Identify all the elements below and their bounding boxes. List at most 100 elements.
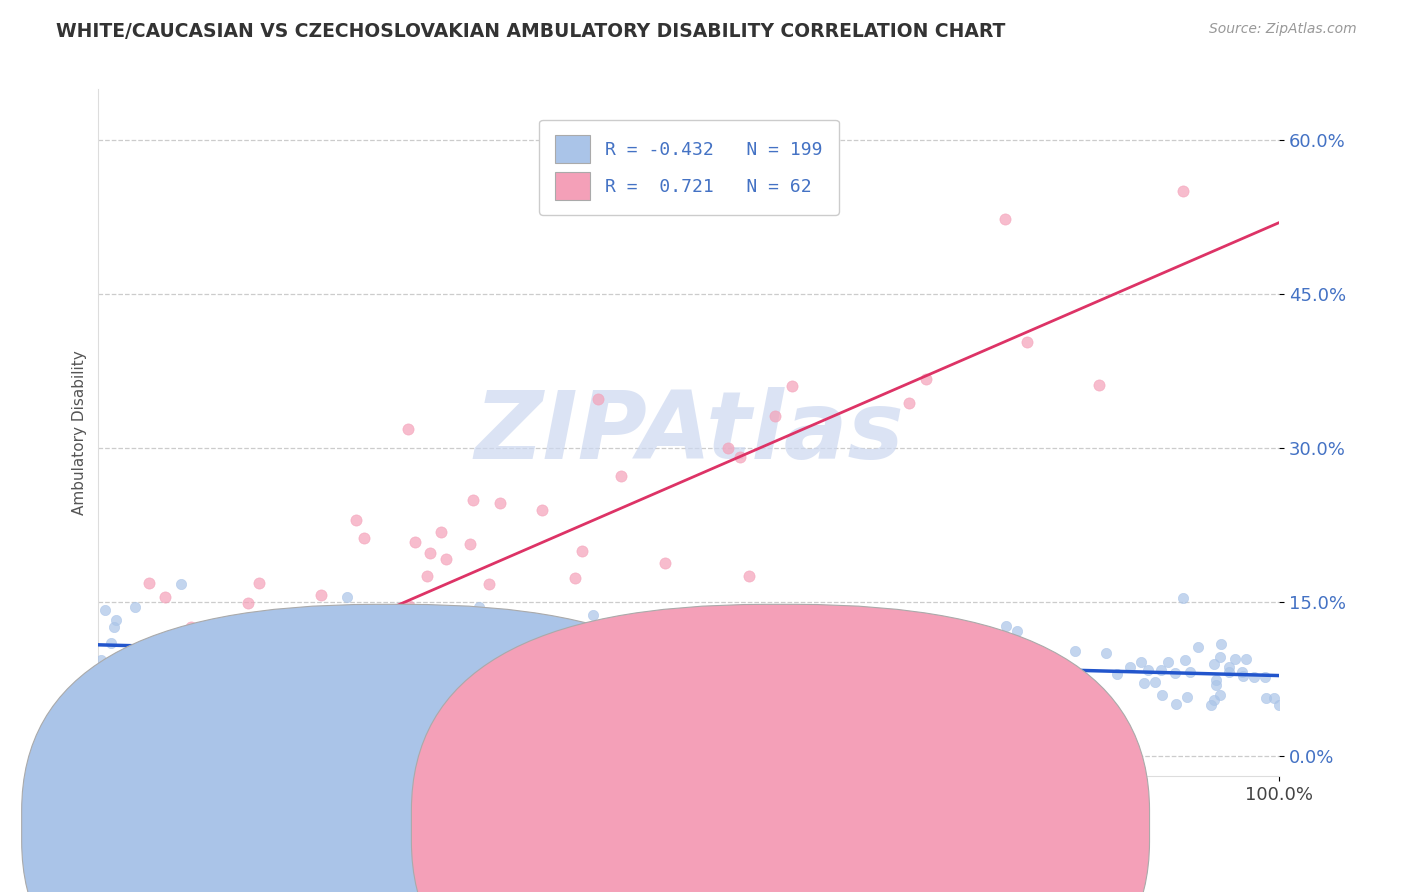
Point — [1036, 670, 1059, 684]
Point — [714, 673, 737, 688]
Point — [1208, 650, 1230, 665]
Point — [418, 615, 440, 629]
Point — [94, 603, 117, 617]
Point — [186, 641, 208, 656]
Point — [845, 659, 868, 673]
Point — [97, 676, 120, 690]
Point — [1094, 646, 1116, 660]
Point — [481, 658, 503, 673]
Point — [918, 649, 941, 664]
Point — [818, 643, 841, 657]
Point — [825, 674, 848, 689]
Point — [686, 625, 709, 640]
Point — [1187, 640, 1209, 654]
Point — [582, 607, 605, 622]
Point — [562, 684, 585, 698]
Point — [114, 780, 136, 795]
Point — [842, 671, 865, 685]
Point — [1174, 653, 1197, 667]
Point — [460, 537, 482, 551]
Point — [612, 615, 634, 629]
Point — [1254, 690, 1277, 705]
Point — [586, 392, 609, 406]
Point — [533, 674, 555, 689]
Point — [474, 676, 496, 690]
Point — [582, 640, 605, 654]
Point — [953, 673, 976, 687]
Point — [717, 441, 740, 455]
Point — [238, 595, 260, 609]
Point — [129, 658, 152, 673]
Point — [567, 661, 589, 675]
Point — [430, 524, 453, 539]
Point — [145, 799, 167, 814]
Point — [309, 589, 332, 603]
Point — [453, 645, 475, 659]
Text: WHITE/CAUCASIAN VS CZECHOSLOVAKIAN AMBULATORY DISABILITY CORRELATION CHART: WHITE/CAUCASIAN VS CZECHOSLOVAKIAN AMBUL… — [56, 22, 1005, 41]
Point — [1173, 591, 1195, 606]
Point — [582, 653, 605, 667]
Point — [1232, 669, 1254, 683]
Point — [373, 682, 395, 697]
Point — [474, 657, 496, 671]
Point — [866, 662, 889, 676]
Point — [1267, 698, 1289, 712]
Point — [738, 569, 761, 583]
Point — [138, 576, 160, 591]
Point — [482, 611, 505, 625]
Point — [782, 632, 804, 647]
Point — [418, 642, 440, 657]
Point — [796, 662, 818, 676]
Point — [247, 576, 270, 591]
Point — [848, 650, 870, 665]
Point — [173, 771, 195, 785]
Point — [90, 653, 112, 667]
FancyBboxPatch shape — [21, 605, 759, 892]
Point — [717, 648, 740, 663]
Point — [482, 667, 505, 681]
Point — [257, 651, 280, 665]
Point — [839, 655, 862, 669]
Point — [120, 655, 142, 669]
Point — [803, 674, 825, 689]
Point — [866, 690, 889, 705]
Point — [1007, 673, 1029, 688]
Point — [153, 590, 176, 604]
Point — [873, 671, 896, 685]
Point — [461, 493, 484, 508]
Point — [100, 636, 122, 650]
Point — [464, 659, 486, 673]
Point — [233, 652, 256, 666]
Point — [790, 636, 813, 650]
Point — [965, 673, 987, 687]
Point — [145, 641, 167, 656]
Point — [422, 611, 444, 625]
Point — [441, 637, 464, 651]
Point — [212, 635, 235, 649]
Point — [568, 648, 591, 663]
Point — [492, 647, 515, 661]
Point — [381, 660, 404, 674]
Point — [897, 396, 920, 410]
Point — [914, 371, 936, 385]
Point — [112, 653, 135, 667]
Point — [562, 633, 585, 648]
Point — [654, 663, 676, 677]
Point — [790, 645, 813, 659]
Point — [333, 653, 356, 667]
Point — [198, 736, 221, 750]
Point — [404, 535, 426, 549]
Point — [336, 590, 359, 604]
Point — [225, 626, 247, 640]
Point — [461, 675, 484, 690]
Point — [1136, 663, 1159, 677]
Point — [1263, 691, 1285, 706]
Point — [1062, 670, 1084, 684]
Point — [297, 647, 319, 661]
Point — [879, 684, 901, 698]
Point — [637, 659, 659, 673]
Point — [994, 618, 1017, 632]
Point — [1166, 697, 1188, 711]
Point — [103, 620, 125, 634]
Point — [398, 599, 420, 613]
